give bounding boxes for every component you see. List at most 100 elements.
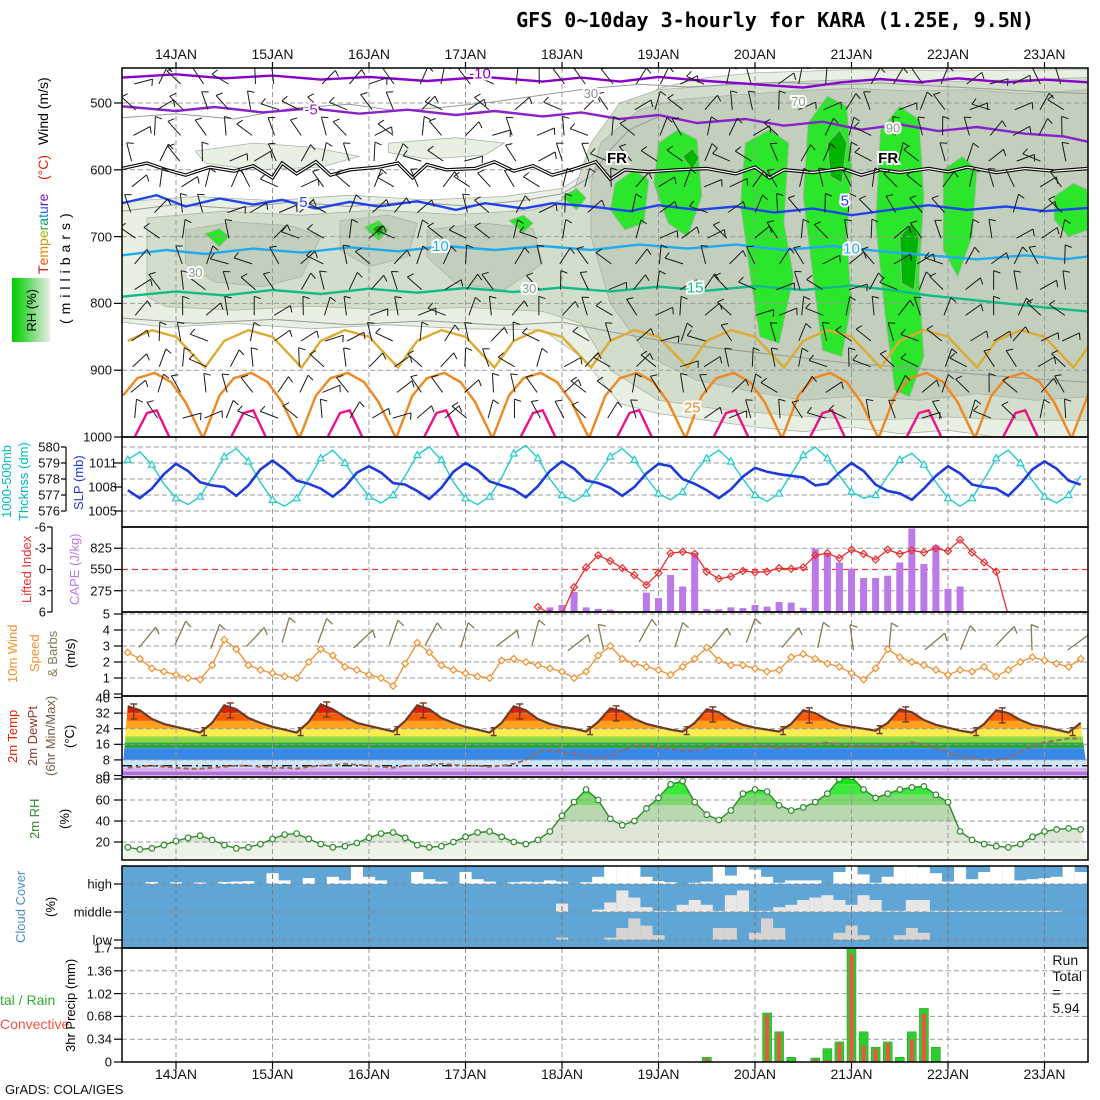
tick-label: 550 [90,561,112,577]
tick-label: 900 [90,362,112,378]
axis-label-ms: (m/s) [63,638,78,669]
axis-label-slp: SLP (mb) [71,455,86,511]
tick-label: 1011 [89,455,117,471]
page-title: GFS 0~10day 3-hourly for KARA (1.25E, 9.… [516,8,1034,32]
tick-label: 3 [38,583,46,599]
date-label-top: 20JAN [733,46,777,62]
svg-text:5: 5 [841,193,849,210]
tick-label: 24 [95,721,110,737]
tick-label: 500 [90,95,112,111]
tick-label: 2 [102,654,110,670]
tick-label: 40 [95,813,110,829]
axis-label-degc2: (°C) [62,724,77,749]
axis-label-minmax: (6hr Min/Max) [43,695,58,777]
cloud-row-label: low [92,932,112,948]
run-total-text: Run Total = 5.94 [1052,952,1082,1016]
axis-label-10m-wind: 10m Wind [5,624,20,683]
rh-legend-swatch: RH (%) [12,278,50,342]
tick-label: 1005 [88,503,117,519]
svg-text:5: 5 [299,194,307,211]
tick-label: 4 [102,622,110,638]
axis-label-temperature: Temperature [35,193,51,275]
date-label-top: 21JAN [830,46,873,62]
svg-text:30: 30 [584,86,598,101]
tick-label: 0.34 [86,1031,112,1047]
tick-label: 40 [95,690,110,706]
axis-label-3hr-precip: 3hr Precip (mm) [63,958,78,1052]
axis-label-lifted-index: Lifted Index [19,535,34,604]
tick-label: 0 [102,768,110,783]
date-label-bottom: 22JAN [926,1066,970,1082]
axis-label-2m-temp: 2m Temp [5,709,20,764]
tick-label: 1.7 [93,940,112,956]
cloud-row-label: middle [73,904,112,920]
axis-label-speed: Speed [27,634,42,673]
tick-label: -3 [34,540,46,556]
tick-label: 1000 [83,429,112,445]
tick-label: 1 [102,670,110,686]
cloud-row-label: high [87,876,112,892]
tick-label: 3 [102,638,110,654]
date-label-bottom: 21JAN [830,1066,873,1082]
tick-label: 580 [38,439,60,455]
date-label-bottom: 20JAN [733,1066,777,1082]
tick-label: 20 [95,834,110,850]
svg-text:15: 15 [687,279,704,296]
axis-label-thickness-1: 1000-500mb [0,445,14,519]
panel-cloud-cover [122,866,1088,948]
svg-text:70: 70 [791,94,805,109]
axis-label-convective: Convective [0,1016,70,1032]
axis-label-rh: RH (%) [23,288,39,332]
date-label-bottom: 23JAN [1023,1066,1066,1082]
date-label-top: 19JAN [637,46,680,62]
tick-label: 825 [90,540,112,556]
tick-label: 576 [38,503,60,519]
axis-label-cloud-pct: (%) [43,896,58,918]
svg-text:25: 25 [684,400,701,417]
axis-label-2m-rh: 2m RH [27,798,42,839]
panel-10m-wind [122,612,1088,696]
date-label-top: 16JAN [347,46,391,62]
date-label-bottom: 14JAN [154,1066,198,1082]
tick-label: 0.68 [86,1008,112,1024]
axis-label-rh-pct: (%) [57,808,72,829]
tick-label: 0 [102,686,110,702]
axis-label-millibars: (millibars) [57,208,73,324]
date-label-bottom: 16JAN [347,1066,391,1082]
tick-label: 1.02 [86,986,112,1002]
tick-label: -6 [34,519,46,535]
svg-text:FR: FR [607,150,627,167]
svg-text:90: 90 [886,121,900,136]
tick-label: 8 [102,752,110,768]
date-label-top: 14JAN [154,46,198,62]
tick-label: 5 [102,606,110,622]
axis-label-barbs: & Barbs [45,630,60,677]
panel-2m-temp [122,696,1088,777]
date-label-bottom: 17JAN [444,1066,487,1082]
date-label-bottom: 18JAN [540,1066,584,1082]
panel-cape-li [122,527,1088,612]
tick-label: 1.36 [86,963,112,979]
panel-precip [122,948,1088,1062]
date-label-top: 22JAN [926,46,970,62]
date-label-top: 17JAN [444,46,487,62]
date-label-top: 18JAN [540,46,584,62]
date-label-bottom: 19JAN [637,1066,680,1082]
panel-upper-air: -10 -5 5 5 10 10 15 25 30 30 30 70 90 FR FR [122,68,1088,437]
axis-label-2m-dewpt: 2m DewPt [25,706,40,767]
svg-text:30: 30 [522,281,536,296]
tick-label: 275 [90,583,112,599]
svg-text:10: 10 [843,241,860,258]
svg-text:-5: -5 [304,102,317,119]
tick-label: 579 [38,455,60,471]
tick-label: 577 [38,487,60,503]
tick-label: 0 [104,1054,112,1070]
tick-label: 6 [38,604,46,620]
tick-label: 32 [95,705,110,721]
axis-label-cloud-cover: Cloud Cover [13,870,28,944]
tick-label: 578 [38,471,60,487]
date-label-bottom: 15JAN [251,1066,294,1082]
axis-label-degc: (°C) [35,154,51,180]
